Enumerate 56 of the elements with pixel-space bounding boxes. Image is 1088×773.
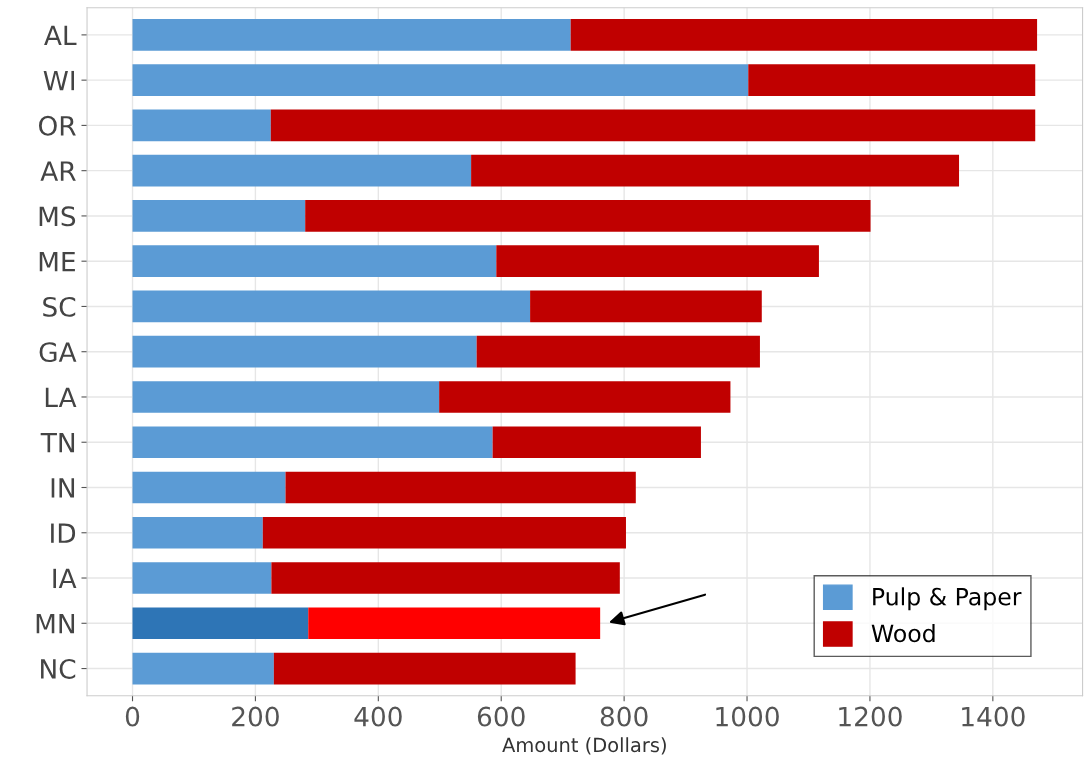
bar (305, 200, 871, 232)
bar (132, 335, 477, 368)
y-tick-label: NC (41, 658, 76, 679)
bar (270, 109, 1036, 142)
bar (132, 426, 493, 459)
y-tick-label: ME (39, 251, 75, 272)
bar (308, 607, 601, 640)
y-tick-label: TN (40, 433, 75, 453)
bar (132, 200, 306, 232)
x-tick-label: 800 (600, 706, 648, 727)
y-tick-label: ID (51, 523, 76, 543)
bar (492, 426, 701, 459)
bar (132, 562, 272, 594)
y-tick-label: LA (45, 387, 77, 407)
bar (476, 335, 760, 368)
legend-label: Pulp & Paper (873, 587, 1022, 611)
x-tick-label: 600 (477, 706, 525, 727)
bar (285, 471, 636, 504)
bar (132, 652, 274, 685)
y-tick-label: OR (38, 115, 76, 136)
x-tick-label: 0 (125, 706, 140, 727)
bar (132, 516, 263, 549)
x-tick-label: 1400 (962, 706, 1025, 727)
y-tick-label: SC (43, 296, 76, 317)
bar (132, 109, 271, 142)
x-tick-label: 400 (354, 706, 402, 727)
bar (132, 607, 309, 640)
y-tick-label: AR (40, 161, 76, 181)
x-tick-label: 1200 (839, 706, 902, 727)
y-tick-label: GA (39, 342, 77, 363)
y-tick-label: MS (39, 206, 76, 227)
bar (496, 245, 819, 278)
bar (132, 290, 531, 323)
bar (262, 516, 626, 549)
x-tick-label: 1000 (716, 706, 779, 727)
bar (570, 19, 1038, 51)
bar (439, 381, 731, 413)
y-tick-label: IN (51, 478, 75, 498)
bar (132, 19, 571, 51)
legend-label: Wood (871, 624, 935, 643)
bar (530, 290, 762, 323)
x-tick-label: 200 (232, 706, 279, 727)
bar (132, 64, 749, 96)
y-tick-label: MN (36, 614, 75, 634)
bar (132, 381, 440, 413)
bar (132, 471, 286, 504)
bar (273, 652, 576, 685)
y-tick-label: AL (44, 25, 77, 45)
bar (132, 154, 472, 187)
bar (748, 64, 1036, 96)
bar (132, 245, 497, 278)
x-axis-title: Amount (Dollars) (502, 737, 666, 755)
bar (271, 562, 620, 594)
y-tick-label: IA (53, 568, 77, 589)
bar (471, 154, 960, 187)
y-tick-label: WI (43, 70, 75, 91)
